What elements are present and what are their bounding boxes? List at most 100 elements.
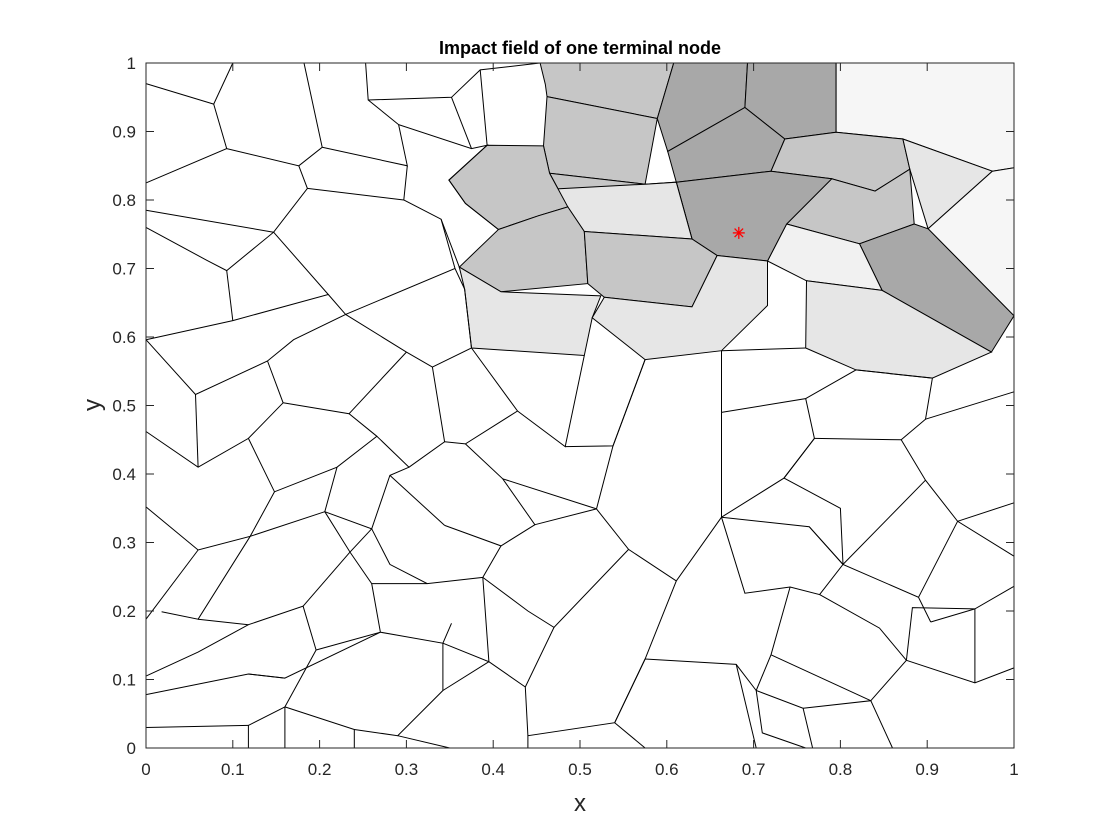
x-tick-label: 0.7 (742, 760, 766, 779)
cell-edge-11 (307, 187, 404, 201)
cell-edge-30 (534, 508, 597, 526)
x-tick-label: 0.9 (915, 760, 939, 779)
cell-edge-80 (442, 661, 490, 691)
cell-edge-61 (783, 477, 844, 565)
cell-edge-39 (442, 577, 490, 663)
cell-edge-17 (145, 360, 284, 468)
cell-edge-2 (226, 62, 323, 167)
y-tick-label: 0.9 (112, 123, 136, 142)
cell-edge-18 (195, 394, 199, 468)
cell-edge-62 (957, 502, 1015, 522)
x-tick-label: 0 (141, 760, 150, 779)
cell-edge-21 (376, 367, 446, 468)
y-tick-label: 0.7 (112, 260, 136, 279)
cell-edge-52 (721, 517, 844, 596)
cell-edge-75 (198, 618, 249, 626)
cell-edge-38 (371, 583, 452, 644)
y-tick-label: 0 (127, 739, 136, 758)
cell-edge-15 (345, 219, 456, 315)
cell-edge-4 (398, 124, 499, 230)
cell-edge-41 (482, 549, 629, 629)
terminal-node-marker (732, 226, 745, 239)
y-tick-label: 0.6 (112, 328, 136, 347)
cell-edge-66 (721, 347, 806, 352)
chart-title: Impact field of one terminal node (439, 38, 721, 58)
cell-edge-22 (444, 347, 519, 445)
voronoi-edges (145, 62, 1015, 749)
y-tick-label: 0.8 (112, 191, 136, 210)
cell-edge-54 (755, 586, 791, 691)
cell-edge-49 (905, 585, 1015, 661)
cell-edge-33 (250, 511, 325, 537)
cell-edge-79 (397, 735, 450, 749)
cell-edge-7 (479, 69, 488, 146)
cell-edge-51 (930, 608, 976, 623)
cell-edge-56 (721, 398, 815, 518)
cell-edge-35 (324, 511, 373, 553)
y-axis-label: y (79, 399, 106, 411)
cell-edge-63 (918, 521, 959, 598)
cell-edge-37 (349, 551, 428, 585)
x-axis-ticks: 0 0.1 0.2 0.3 0.4 0.5 0.6 0.7 0.8 0.9 1 (141, 63, 1019, 779)
cell-edge-68 (145, 605, 317, 677)
cell-edge-12 (145, 231, 330, 341)
cell-edge-0 (145, 62, 234, 105)
cell-edge-28 (502, 445, 614, 510)
cell-edge-42 (614, 580, 677, 723)
cell-edge-43 (721, 516, 932, 623)
x-tick-label: 0.3 (395, 760, 419, 779)
cell-edge-3 (322, 62, 408, 167)
cell-edge-24 (565, 359, 646, 448)
cell-edge-32 (145, 549, 199, 620)
cell-edge-47 (803, 700, 893, 749)
voronoi-cells (448, 62, 1015, 379)
cell-edge-60 (783, 438, 815, 479)
cell-edge-29 (596, 412, 722, 582)
cell-edge-34 (161, 536, 251, 620)
cell-edge-23 (517, 355, 585, 448)
cell-edge-40 (488, 658, 646, 737)
cell-edge-27 (389, 475, 445, 526)
x-tick-label: 0.8 (829, 760, 853, 779)
x-tick-label: 0.1 (221, 760, 245, 779)
cell-edge-13 (226, 270, 234, 321)
cell-edge-9 (145, 165, 308, 272)
y-tick-label: 0.1 (112, 671, 136, 690)
x-tick-label: 0.2 (308, 760, 332, 779)
cell-edge-70 (145, 706, 286, 748)
cell-edge-72 (284, 649, 317, 708)
cell-edge-48 (870, 659, 1015, 702)
cell-edge-8 (403, 165, 460, 268)
cell-edge-6 (451, 97, 472, 149)
cell-edge-53 (819, 594, 907, 661)
cell-edge-83 (614, 722, 646, 749)
x-tick-label: 0.5 (568, 760, 592, 779)
y-tick-label: 0.5 (112, 397, 136, 416)
cell-edge-73 (315, 631, 381, 651)
cell-edge-81 (524, 627, 555, 688)
cell-edge-25 (444, 443, 536, 547)
cell-edge-20 (348, 351, 407, 415)
x-tick-label: 1 (1009, 760, 1018, 779)
cell-edge-59 (842, 479, 926, 565)
cell-edge-46 (755, 690, 806, 749)
x-tick-label: 0.4 (481, 760, 505, 779)
cell-edge-64 (925, 391, 1015, 420)
cell-edge-58 (900, 439, 1015, 557)
x-tick-label: 0.6 (655, 760, 679, 779)
cell-edge-31 (145, 491, 275, 551)
cell-edge-16 (345, 268, 473, 368)
cell-edge-67 (612, 359, 646, 447)
cell-edge-74 (302, 551, 351, 607)
y-tick-label: 1 (127, 54, 136, 73)
cell-edge-45 (735, 664, 757, 749)
cell-edge-10 (145, 209, 274, 233)
cell-edge-19 (247, 402, 378, 493)
y-tick-label: 0.4 (112, 465, 136, 484)
cell-edge-36 (371, 528, 502, 585)
cell-edge-14 (145, 294, 347, 396)
cell-edge-1 (145, 103, 228, 184)
cell-edge-57 (805, 369, 933, 441)
cell-edge-26 (324, 466, 410, 530)
